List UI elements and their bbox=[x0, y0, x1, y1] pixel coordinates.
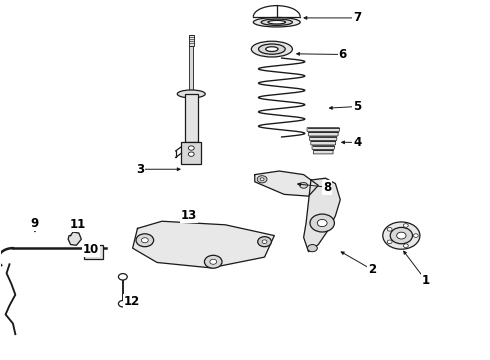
Bar bbox=[84, 244, 103, 259]
Circle shape bbox=[403, 244, 408, 247]
Polygon shape bbox=[68, 232, 81, 245]
FancyBboxPatch shape bbox=[310, 136, 337, 140]
Ellipse shape bbox=[259, 44, 285, 54]
Bar bbox=[181, 142, 201, 164]
Ellipse shape bbox=[268, 21, 286, 24]
Circle shape bbox=[142, 238, 148, 243]
Circle shape bbox=[136, 234, 154, 247]
Circle shape bbox=[257, 176, 267, 183]
Text: 2: 2 bbox=[368, 263, 376, 276]
Circle shape bbox=[387, 228, 392, 231]
FancyBboxPatch shape bbox=[307, 128, 339, 131]
Bar bbox=[189, 45, 193, 94]
Polygon shape bbox=[255, 171, 318, 196]
Circle shape bbox=[188, 146, 194, 150]
Circle shape bbox=[188, 152, 194, 156]
Ellipse shape bbox=[261, 19, 293, 25]
Circle shape bbox=[119, 274, 127, 280]
Ellipse shape bbox=[266, 47, 278, 51]
Text: 5: 5 bbox=[353, 100, 362, 113]
Circle shape bbox=[390, 228, 413, 244]
Circle shape bbox=[260, 178, 264, 181]
Ellipse shape bbox=[253, 18, 300, 27]
FancyBboxPatch shape bbox=[311, 141, 336, 145]
Circle shape bbox=[414, 234, 418, 237]
Circle shape bbox=[258, 237, 271, 247]
Text: 9: 9 bbox=[31, 217, 39, 230]
Polygon shape bbox=[304, 178, 340, 252]
Text: 8: 8 bbox=[323, 181, 331, 194]
FancyBboxPatch shape bbox=[313, 150, 333, 154]
Circle shape bbox=[119, 301, 127, 307]
Circle shape bbox=[397, 232, 406, 239]
Circle shape bbox=[300, 183, 308, 188]
Ellipse shape bbox=[177, 90, 205, 98]
Text: 7: 7 bbox=[353, 12, 362, 24]
Text: 4: 4 bbox=[353, 136, 362, 149]
Text: 11: 11 bbox=[70, 218, 86, 231]
Text: 6: 6 bbox=[339, 48, 347, 61]
Text: 3: 3 bbox=[136, 163, 144, 176]
Circle shape bbox=[210, 259, 217, 264]
Circle shape bbox=[204, 255, 222, 268]
FancyBboxPatch shape bbox=[312, 145, 334, 149]
Text: 13: 13 bbox=[181, 210, 197, 222]
Circle shape bbox=[403, 224, 408, 227]
Polygon shape bbox=[133, 221, 274, 268]
Circle shape bbox=[383, 222, 420, 249]
Circle shape bbox=[387, 240, 392, 244]
Circle shape bbox=[89, 248, 98, 255]
Ellipse shape bbox=[251, 41, 293, 57]
FancyBboxPatch shape bbox=[308, 132, 338, 136]
Circle shape bbox=[318, 220, 327, 226]
Text: 10: 10 bbox=[83, 243, 99, 256]
Circle shape bbox=[308, 244, 318, 252]
Text: 12: 12 bbox=[123, 296, 140, 309]
Bar bbox=[189, 35, 194, 45]
Circle shape bbox=[310, 214, 334, 232]
Text: 1: 1 bbox=[422, 274, 430, 287]
Bar bbox=[185, 94, 197, 142]
Circle shape bbox=[262, 240, 267, 243]
